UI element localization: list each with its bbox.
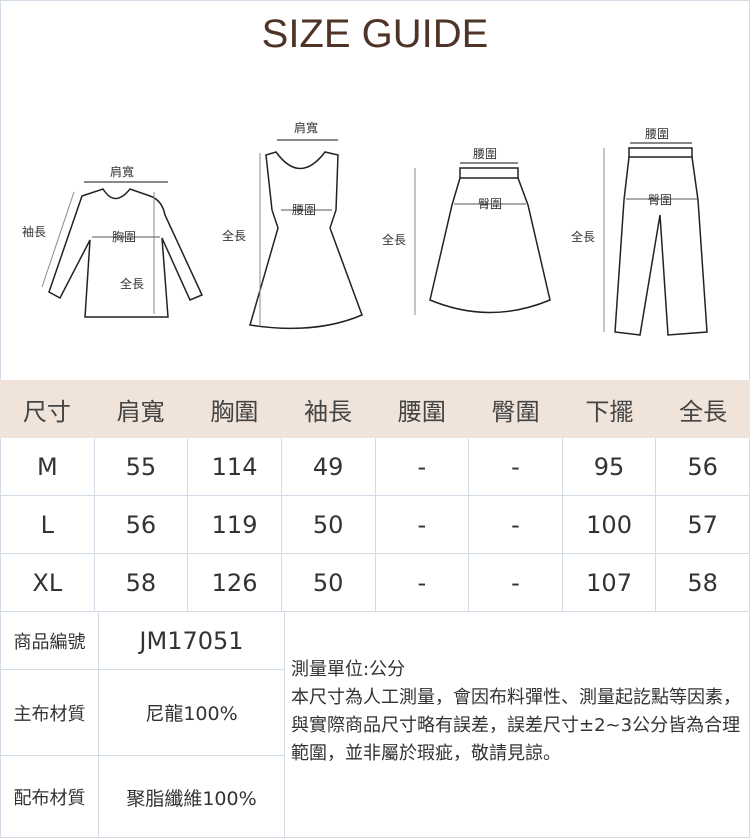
table-header: 尺寸 肩寬 胸圍 袖長 腰圍 臀圍 下擺 全長 (0, 380, 750, 438)
main-fabric: 尼龍100% (99, 670, 285, 756)
garment-diagrams: 肩寬 袖長 胸圍 全長 肩寬 全長 腰圍 腰圍 臀圍 全長 腰圍 臀圍 全長 (22, 120, 708, 336)
table-row: L 56 119 50 - - 100 57 (0, 496, 750, 554)
note-body: 本尺寸為人工測量，會因布料彈性、測量起訖點等因素，與實際商品尺寸略有誤差，誤差尺… (291, 687, 741, 764)
cell: 56 (656, 438, 750, 495)
label-top-length: 全長 (120, 276, 144, 291)
header-chest: 胸圍 (210, 397, 259, 426)
product-code: JM17051 (99, 612, 285, 670)
cell: XL (0, 554, 95, 611)
sub-fabric-label: 配布材質 (1, 756, 99, 838)
cell: - (376, 496, 470, 553)
table-row: XL 58 126 50 - - 107 58 (0, 554, 750, 612)
label-dress-length: 全長 (222, 228, 246, 243)
cell: 119 (188, 496, 282, 553)
label-dress-waist: 腰圍 (292, 203, 316, 217)
label-pants-waist: 腰圍 (645, 127, 669, 141)
measurement-note: 測量單位:公分 本尺寸為人工測量，會因布料彈性、測量起訖點等因素，與實際商品尺寸… (291, 656, 749, 768)
label-skirt-hip: 臀圍 (478, 197, 502, 211)
dress-diagram: 肩寬 全長 腰圍 (222, 120, 363, 330)
cell: 50 (282, 554, 376, 611)
cell: 58 (656, 554, 750, 611)
cell: 50 (282, 496, 376, 553)
code-label: 商品編號 (1, 612, 99, 670)
header-hem: 下擺 (585, 397, 634, 426)
label-top-chest: 胸圍 (112, 229, 136, 244)
label-pants-length: 全長 (571, 229, 595, 244)
header-shoulder: 肩寬 (116, 397, 165, 426)
cell: - (469, 554, 563, 611)
cell: - (376, 554, 470, 611)
header-waist: 腰圍 (397, 397, 446, 426)
cell: - (469, 438, 563, 495)
header-size: 尺寸 (22, 397, 71, 426)
top-diagram: 肩寬 袖長 胸圍 全長 (22, 164, 204, 318)
size-table: 尺寸 肩寬 胸圍 袖長 腰圍 臀圍 下擺 全長 M 55 114 49 - - … (0, 380, 750, 612)
cell: 100 (563, 496, 657, 553)
cell: 58 (95, 554, 189, 611)
label-top-shoulder: 肩寬 (110, 164, 134, 179)
cell: 49 (282, 438, 376, 495)
pants-diagram: 腰圍 臀圍 全長 (571, 127, 708, 336)
label-top-sleeve: 袖長 (22, 224, 46, 239)
note-title: 測量單位:公分 (291, 659, 406, 680)
cell: 57 (656, 496, 750, 553)
header-sleeve: 袖長 (304, 397, 353, 426)
label-skirt-waist: 腰圍 (473, 147, 497, 161)
cell: - (469, 496, 563, 553)
label-dress-shoulder: 肩寬 (294, 120, 318, 135)
cell: M (0, 438, 95, 495)
label-skirt-length: 全長 (382, 232, 406, 247)
cell: 114 (188, 438, 282, 495)
cell: - (376, 438, 470, 495)
table-row: M 55 114 49 - - 95 56 (0, 438, 750, 496)
label-pants-hip: 臀圍 (648, 193, 672, 207)
cell: 95 (563, 438, 657, 495)
cell: 126 (188, 554, 282, 611)
main-fabric-label: 主布材質 (1, 670, 99, 756)
cell: 107 (563, 554, 657, 611)
page-title: SIZE GUIDE (261, 12, 489, 56)
product-info: 商品編號 JM17051 主布材質 尼龍100% 配布材質 聚脂纖維100% 測… (0, 612, 750, 838)
cell: 56 (95, 496, 189, 553)
header-length: 全長 (679, 397, 728, 426)
skirt-diagram: 腰圍 臀圍 全長 (382, 147, 551, 315)
cell: 55 (95, 438, 189, 495)
cell: L (0, 496, 95, 553)
header-hip: 臀圍 (491, 397, 540, 426)
sub-fabric: 聚脂纖維100% (99, 756, 285, 838)
